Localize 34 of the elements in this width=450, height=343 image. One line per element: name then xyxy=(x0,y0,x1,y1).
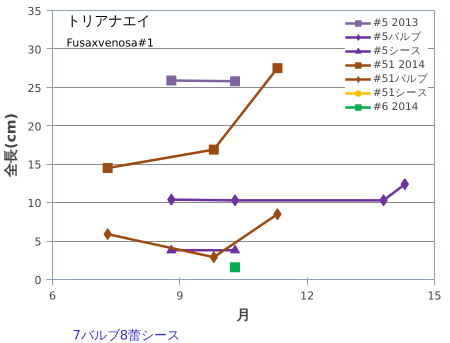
annotation: トリアナエイ xyxy=(66,14,150,30)
legend-label: #51 2014 xyxy=(372,58,426,72)
point xyxy=(102,163,113,174)
point xyxy=(208,144,219,155)
x-tick-label: 9 xyxy=(176,290,184,302)
point xyxy=(379,194,388,206)
legend-label: #51バルブ xyxy=(372,72,428,86)
x-tick-label: 12 xyxy=(300,290,314,302)
legend-label: #51シース xyxy=(372,86,428,100)
point xyxy=(230,262,240,272)
y-tick-label: 0 xyxy=(34,274,42,287)
x-tick-label: 15 xyxy=(428,290,442,302)
legend-label: #5シース xyxy=(372,44,422,58)
legend-label: #5 2013 xyxy=(372,16,418,30)
y-tick-label: 35 xyxy=(28,5,42,18)
y-tick-label: 30 xyxy=(28,43,42,56)
y-tick-label: 5 xyxy=(34,236,42,249)
y-tick-label: 25 xyxy=(28,82,42,95)
legend-label: #5バルブ xyxy=(372,30,422,44)
annotation: Fusaxvenosa#1 xyxy=(66,36,154,50)
point xyxy=(272,63,282,74)
point xyxy=(230,194,240,206)
legend-label: #6 2014 xyxy=(372,100,418,114)
text: 7バルブ8蕾シース xyxy=(72,328,180,343)
y-tick-label: 10 xyxy=(28,197,42,210)
point xyxy=(167,194,176,206)
x-tick-label: 6 xyxy=(49,290,56,302)
y-tick-label: 20 xyxy=(28,120,42,134)
point xyxy=(230,76,240,86)
y-axis-title: 全長(cm) xyxy=(4,113,20,178)
point xyxy=(273,208,282,220)
y-tick-label: 15 xyxy=(28,158,42,172)
x-axis-title: 月 xyxy=(236,308,250,324)
point xyxy=(166,75,176,86)
